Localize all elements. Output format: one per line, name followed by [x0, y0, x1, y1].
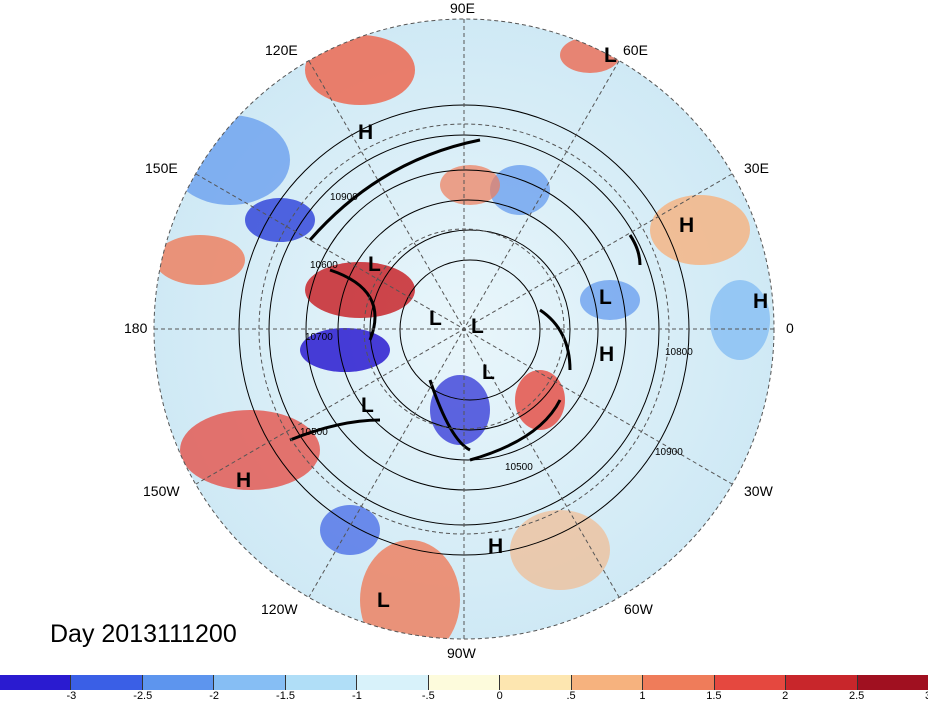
- low-pressure-marker: L: [377, 589, 390, 612]
- anomaly-warm: [515, 370, 565, 430]
- lon-label-90e: 90E: [450, 0, 475, 16]
- contour-label: 10500: [505, 462, 533, 473]
- colorbar-swatch: [428, 675, 501, 690]
- anomaly-warm: [305, 262, 415, 318]
- lon-label-120e: 120E: [265, 42, 298, 58]
- low-pressure-marker: L: [471, 315, 484, 338]
- colorbar-swatch: [714, 675, 787, 690]
- high-pressure-marker: H: [679, 214, 695, 237]
- colorbar-tick-label: 2.5: [848, 690, 865, 702]
- colorbar-swatch: [643, 675, 715, 690]
- contour-label: 10900: [655, 447, 683, 458]
- colorbar-swatch: [142, 675, 215, 690]
- anomaly-cold: [490, 165, 550, 215]
- low-pressure-marker: L: [429, 307, 442, 330]
- anomaly-warm: [360, 540, 460, 639]
- lon-label-180: 180: [124, 320, 148, 336]
- anomaly-warm: [440, 165, 500, 205]
- anomaly-warm: [155, 235, 245, 285]
- lon-label-30e: 30E: [744, 160, 769, 176]
- anomaly-cold: [300, 328, 390, 372]
- colorbar-swatch: [71, 675, 143, 690]
- colorbar-swatch: [214, 675, 286, 690]
- colorbar-swatch: [786, 675, 858, 690]
- anomaly-warm: [650, 195, 750, 265]
- lon-label-0: 0: [786, 320, 794, 336]
- colorbar-tick-label: -.5: [421, 690, 435, 702]
- colorbar-tick-label: 2: [782, 690, 789, 702]
- anomaly-cold: [170, 115, 290, 205]
- low-pressure-marker: L: [361, 394, 374, 417]
- colorbar-swatch: [0, 675, 72, 690]
- lon-label-150e: 150E: [145, 160, 178, 176]
- date-label: Day 2013111200: [50, 620, 237, 648]
- anomaly-cold: [320, 505, 380, 555]
- low-pressure-marker: L: [604, 44, 617, 67]
- high-pressure-marker: H: [599, 343, 615, 366]
- high-pressure-marker: H: [488, 535, 504, 558]
- map-boundary: [153, 18, 775, 640]
- high-pressure-marker: H: [236, 469, 252, 492]
- colorbar-tick-label: -1.5: [276, 690, 296, 702]
- low-pressure-marker: L: [482, 361, 495, 384]
- high-pressure-marker: H: [358, 121, 374, 144]
- colorbar: [0, 675, 928, 690]
- colorbar-tick-label: -2.5: [133, 690, 153, 702]
- colorbar-tick-label: .5: [566, 690, 576, 702]
- colorbar-swatch: [500, 675, 572, 690]
- anomaly-warm: [510, 510, 610, 590]
- colorbar-swatch: [571, 675, 644, 690]
- contour-label: 10700: [305, 332, 333, 343]
- colorbar-tick-label: 1: [639, 690, 646, 702]
- colorbar-tick-label: 0: [496, 690, 503, 702]
- colorbar-swatch: [357, 675, 429, 690]
- lon-label-150w: 150W: [143, 483, 180, 499]
- anomaly-cold: [710, 280, 770, 360]
- colorbar-tick-label: 3: [925, 690, 928, 702]
- low-pressure-marker: L: [368, 253, 381, 276]
- colorbar-swatch: [857, 675, 928, 690]
- colorbar-swatch: [285, 675, 358, 690]
- colorbar-tick-label: -3: [66, 690, 77, 702]
- lon-label-60w: 60W: [624, 601, 653, 617]
- contour-label: 10500: [300, 427, 328, 438]
- lon-label-30w: 30W: [744, 483, 773, 499]
- colorbar-tick-label: -1: [352, 690, 362, 702]
- lon-label-90w: 90W: [447, 645, 476, 661]
- low-pressure-marker: L: [599, 286, 612, 309]
- lon-label-120w: 120W: [261, 601, 298, 617]
- anomaly-warm: [180, 410, 320, 490]
- contour-label: 10800: [665, 347, 693, 358]
- anomaly-cold: [245, 198, 315, 242]
- contour-label: 10900: [330, 192, 358, 203]
- contour-label: 10600: [310, 260, 338, 271]
- colorbar-tick-label: -2: [209, 690, 220, 702]
- anomaly-warm: [305, 35, 415, 105]
- colorbar-tick-label: 1.5: [706, 690, 722, 702]
- lon-label-60e: 60E: [623, 42, 648, 58]
- high-pressure-marker: H: [753, 290, 769, 313]
- anomaly-cold: [430, 375, 490, 445]
